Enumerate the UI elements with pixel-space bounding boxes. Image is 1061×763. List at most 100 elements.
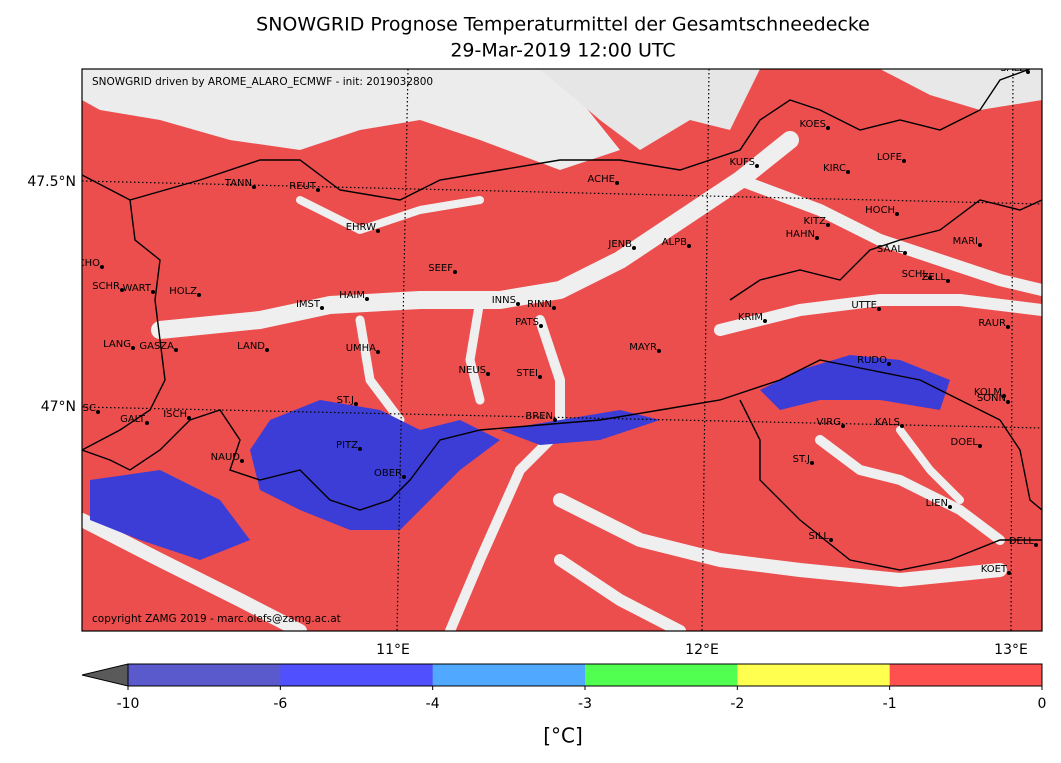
station-label: JENB [607, 239, 632, 250]
station-label: MAYR [629, 342, 657, 353]
lon-label: 11°E [376, 642, 410, 658]
colorbar-tick-label: 0 [1038, 696, 1047, 712]
station-dot [829, 538, 833, 542]
station-dot [1026, 70, 1030, 74]
station-label: SAAL [877, 244, 903, 255]
station-dot [252, 185, 256, 189]
station-dot [1002, 394, 1006, 398]
station-dot [358, 447, 362, 451]
station-label: TANN [224, 178, 252, 189]
station-dot [376, 350, 380, 354]
station-label: SCHL [902, 269, 929, 280]
station-dot [552, 306, 556, 310]
valleys [82, 131, 1042, 631]
source-note: SNOWGRID driven by AROME_ALARO_ECMWF - i… [92, 76, 433, 88]
colorbar-tick-label: -4 [426, 696, 440, 712]
station-label: KALS [875, 417, 900, 428]
station-label: OBER [374, 468, 402, 479]
station-dot [538, 375, 542, 379]
cold-snow [90, 355, 950, 560]
station-dot [376, 229, 380, 233]
station-label: SILL [809, 531, 830, 542]
colorbar-tick-label: -2 [730, 696, 744, 712]
station-dot [846, 170, 850, 174]
station-label: LANG [103, 339, 131, 350]
station-dot [810, 461, 814, 465]
map-area: SALZ KOES KUFS LOFE KIRC TANN REUT ACHE HOCH KITZ… [82, 69, 1042, 631]
station-label: DELL [1009, 536, 1035, 547]
station-label: VIRG [817, 417, 842, 428]
lowland [540, 69, 760, 150]
station-dot [948, 505, 952, 509]
station-label: LIEN [926, 498, 948, 509]
station-dot [1007, 571, 1011, 575]
station-label: KUFS [729, 157, 755, 168]
station-dot [632, 246, 636, 250]
station-dot [365, 297, 369, 301]
station-label: HOCH [865, 205, 895, 216]
station-dot [900, 424, 904, 428]
station-label: KRIM [738, 312, 763, 323]
station-label: DOEL [951, 437, 979, 448]
station-dot [151, 290, 155, 294]
station-dot [145, 421, 149, 425]
station-dot [763, 319, 767, 323]
station-label: NEUS [459, 365, 486, 376]
colorbar-segment [280, 664, 434, 686]
station-label: HAHN [786, 229, 815, 240]
station-dot [174, 348, 178, 352]
colorbar-tick-label: -6 [273, 696, 287, 712]
station-dot [187, 416, 191, 420]
station-label: ST.J [337, 395, 354, 406]
station-dot [1006, 325, 1010, 329]
station-label: UMHA [346, 343, 376, 354]
station-dot [1034, 543, 1038, 547]
colorbar: -10 -6 -4 -3 -2 -1 0 [81, 663, 1047, 712]
station-label: INNS [492, 295, 516, 306]
station-dot [320, 306, 324, 310]
title: SNOWGRID Prognose Temperaturmittel der G… [256, 14, 870, 36]
colorbar-tick-label: -1 [883, 696, 897, 712]
station-dot [96, 410, 100, 414]
station-dot [903, 251, 907, 255]
station-label: UTTE [851, 300, 877, 311]
station-label: MARI [953, 236, 978, 247]
station-dot [841, 424, 845, 428]
station-label: ST.J [793, 454, 810, 465]
station-dot [615, 181, 619, 185]
station-label: NAUD [211, 452, 241, 463]
station-label: HOLZ [169, 286, 197, 297]
station-dot [553, 418, 557, 422]
colorbar-label: [°C] [543, 724, 583, 748]
station-dot [978, 243, 982, 247]
station-label: SCHR [92, 281, 120, 292]
station-dot [895, 212, 899, 216]
station-dot [902, 159, 906, 163]
station-dot [978, 444, 982, 448]
station-label: KOET [981, 564, 1008, 575]
station-label: GALT [120, 414, 146, 425]
lowland [82, 69, 620, 170]
colorbar-tick-label: -10 [117, 696, 140, 712]
lon-label: 13°E [994, 642, 1028, 658]
station-label: WART [122, 283, 151, 294]
station-label: REUT [289, 181, 317, 192]
station-label: RINN [527, 299, 552, 310]
station-dot [755, 164, 759, 168]
station-dot [928, 276, 932, 280]
station-label: LAND [237, 341, 265, 352]
station-dot [539, 324, 543, 328]
station-label: KOLM [974, 387, 1002, 398]
axis-labels: 47.5°N 47°N 11°E 12°E 13°E [27, 174, 1027, 658]
station-label: EHRW [346, 222, 376, 233]
station-dot [120, 288, 124, 292]
station-label: ZELL [922, 272, 947, 283]
station-label: PATS [515, 317, 539, 328]
station-label: KIRC [823, 163, 846, 174]
station-dot [887, 362, 891, 366]
colorbar-segment [585, 664, 738, 686]
station-label: IMST [296, 299, 321, 310]
lat-label: 47.5°N [27, 174, 76, 190]
station-dot [100, 265, 104, 269]
colorbar-segment [889, 664, 1043, 686]
